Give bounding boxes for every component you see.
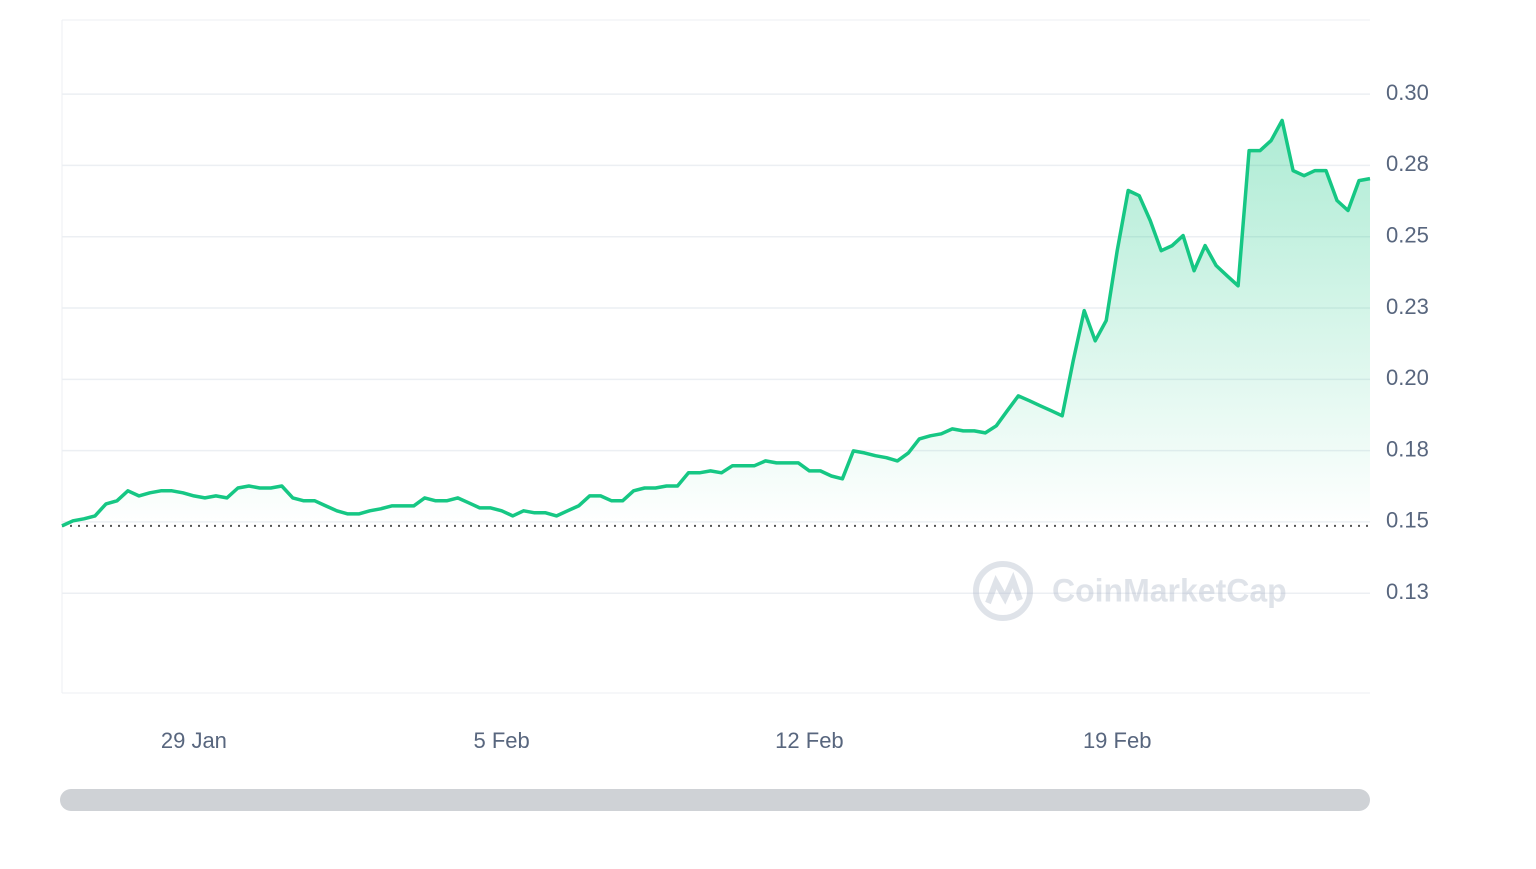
price-line xyxy=(61,118,1371,528)
x-tick-label: 19 Feb xyxy=(1083,728,1152,753)
scrollbar[interactable] xyxy=(60,789,1370,811)
y-tick-label: 0.15 xyxy=(1386,508,1429,533)
y-tick-label: 0.13 xyxy=(1386,579,1429,604)
watermark: CoinMarketCap xyxy=(973,561,1287,621)
y-tick-label: 0.30 xyxy=(1386,80,1429,105)
y-tick-label: 0.18 xyxy=(1386,436,1429,461)
y-tick-label: 0.20 xyxy=(1386,365,1429,390)
y-tick-label: 0.25 xyxy=(1386,223,1429,248)
y-tick-label: 0.23 xyxy=(1386,294,1429,319)
watermark-text: CoinMarketCap xyxy=(1052,572,1287,608)
y-tick-label: 0.28 xyxy=(1386,151,1429,176)
x-tick-label: 29 Jan xyxy=(161,728,227,753)
area xyxy=(62,120,1370,526)
x-tick-label: 12 Feb xyxy=(775,728,844,753)
x-tick-label: 5 Feb xyxy=(474,728,530,753)
